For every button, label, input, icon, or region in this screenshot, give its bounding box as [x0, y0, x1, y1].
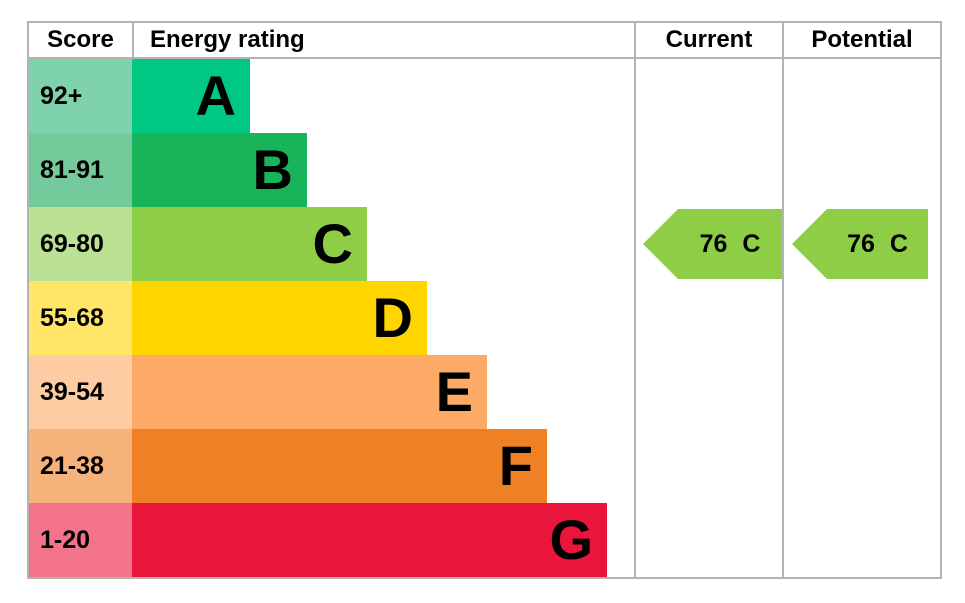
rating-band-row: 69-80 C [29, 207, 940, 281]
score-range-label: 92+ [29, 59, 132, 133]
column-header-score: Score [29, 23, 134, 57]
column-header-energy-rating: Energy rating [150, 26, 305, 53]
rating-band-row: 55-68 D [29, 281, 940, 355]
chart-frame: Score Energy rating Current Potential 92… [27, 21, 942, 579]
current-rating-band: C [742, 229, 761, 258]
rating-band-bar: F [132, 429, 547, 503]
rating-band-letter: D [372, 286, 413, 349]
current-column-divider [634, 59, 636, 577]
chart-body: 92+ A 81-91 B 69-80 C 55-68 D 39-54 E 21… [29, 59, 940, 577]
score-range-label: 81-91 [29, 133, 132, 207]
rating-band-row: 92+ A [29, 59, 940, 133]
score-range-label: 69-80 [29, 207, 132, 281]
score-range-label: 55-68 [29, 281, 132, 355]
rating-band-bar: C [132, 207, 367, 281]
rating-bands: 92+ A 81-91 B 69-80 C 55-68 D 39-54 E 21… [29, 59, 940, 577]
rating-band-row: 21-38 F [29, 429, 940, 503]
column-header-current: Current [634, 23, 782, 57]
rating-band-letter: C [312, 212, 353, 275]
rating-band-bar: A [132, 59, 250, 133]
chart-header-row: Score Energy rating Current Potential [29, 23, 940, 59]
potential-rating-band: C [889, 229, 908, 258]
rating-band-letter: G [549, 508, 593, 571]
rating-band-row: 81-91 B [29, 133, 940, 207]
score-range-label: 21-38 [29, 429, 132, 503]
rating-band-bar: D [132, 281, 427, 355]
rating-band-row: 1-20 G [29, 503, 940, 577]
column-header-potential: Potential [782, 23, 940, 57]
rating-band-bar: B [132, 133, 307, 207]
rating-band-letter: A [195, 64, 236, 127]
current-rating-score: 76 [699, 229, 728, 258]
rating-band-bar: E [132, 355, 487, 429]
rating-band-letter: E [435, 360, 473, 423]
rating-band-letter: B [252, 138, 293, 201]
rating-band-row: 39-54 E [29, 355, 940, 429]
potential-rating-score: 76 [847, 229, 875, 258]
score-range-label: 1-20 [29, 503, 132, 577]
rating-band-letter: F [498, 434, 533, 497]
rating-band-bar: G [132, 503, 607, 577]
score-range-label: 39-54 [29, 355, 132, 429]
potential-column-divider [782, 59, 784, 577]
